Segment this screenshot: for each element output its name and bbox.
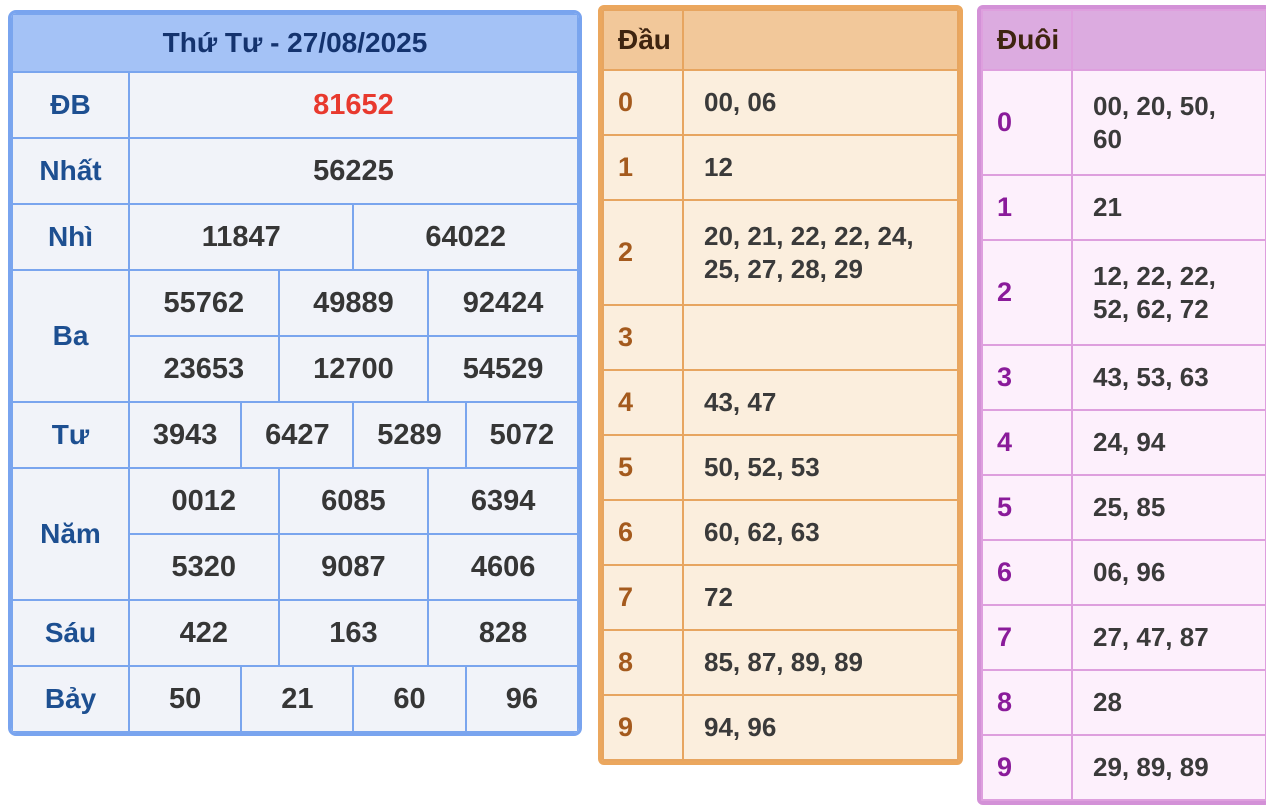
prize-value: 56225 (128, 137, 579, 205)
duoi-values: 25, 85 (1071, 474, 1266, 541)
results-table: Thứ Tư - 27/08/2025 ĐB 81652 Nhất 56225 Nhì 1… (11, 13, 579, 733)
prize-label: Bảy (11, 665, 130, 733)
prize-value: 12700 (277, 335, 430, 403)
prize-label: Tư (11, 401, 130, 469)
dau-values: 00, 06 (682, 69, 959, 136)
duoi-values: 21 (1071, 174, 1266, 241)
prize-value: 5289 (352, 401, 467, 469)
dau-values: 85, 87, 89, 89 (682, 629, 959, 696)
dau-digit: 7 (602, 564, 684, 631)
prize-value: 92424 (427, 269, 579, 337)
dau-values: 20, 21, 22, 22, 24, 25, 27, 28, 29 (682, 199, 959, 306)
prize-value: 11847 (127, 203, 355, 271)
prize-value: 3943 (127, 401, 243, 469)
prize-value: 60 (352, 665, 467, 733)
duoi-digit: 9 (981, 734, 1073, 801)
dau-table: Đầu 0 00, 06 1 12 2 20, 21, 22, 22, 24, 25, 2… (602, 9, 959, 761)
dau-digit: 5 (602, 434, 684, 501)
dau-digit: 6 (602, 499, 684, 566)
prize-label: Sáu (11, 599, 130, 667)
results-table-panel: Thứ Tư - 27/08/2025 ĐB 81652 Nhất 56225 Nhì 1… (8, 10, 582, 736)
dau-values: 12 (682, 134, 959, 201)
dau-values: 72 (682, 564, 959, 631)
dau-digit: 1 (602, 134, 684, 201)
dau-values (682, 304, 959, 371)
prize-value: 4606 (427, 533, 579, 601)
duoi-digit: 4 (981, 409, 1073, 476)
prize-value: 54529 (427, 335, 579, 403)
prize-value: 6394 (427, 467, 579, 535)
prize-value: 55762 (128, 269, 280, 337)
prize-value: 21 (240, 665, 355, 733)
prize-label: Ba (11, 269, 130, 403)
duoi-values: 43, 53, 63 (1071, 344, 1266, 411)
dau-digit: 4 (602, 369, 684, 436)
prize-value: 23653 (128, 335, 280, 403)
dau-values: 94, 96 (682, 694, 959, 761)
duoi-digit: 7 (981, 604, 1073, 671)
duoi-digit: 8 (981, 669, 1073, 736)
dau-header-spacer (682, 9, 959, 71)
prize-value: 5320 (128, 533, 280, 601)
dau-digit: 3 (602, 304, 684, 371)
prize-value: 9087 (277, 533, 430, 601)
duoi-header-label: Đuôi (981, 9, 1073, 71)
duoi-digit: 2 (981, 239, 1073, 346)
duoi-values: 28 (1071, 669, 1266, 736)
duoi-values: 00, 20, 50, 60 (1071, 69, 1266, 176)
prize-value: 6085 (277, 467, 430, 535)
prize-value: 50 (127, 665, 243, 733)
prize-value: 163 (277, 599, 430, 667)
dau-digit: 8 (602, 629, 684, 696)
dau-values: 60, 62, 63 (682, 499, 959, 566)
prize-label: Nhì (11, 203, 130, 271)
duoi-digit: 1 (981, 174, 1073, 241)
dau-header-label: Đầu (602, 9, 684, 71)
dau-digit: 2 (602, 199, 684, 306)
duoi-values: 29, 89, 89 (1071, 734, 1266, 801)
dau-digit: 0 (602, 69, 684, 136)
prize-value: 5072 (464, 401, 579, 469)
dau-values: 50, 52, 53 (682, 434, 959, 501)
prize-value: 828 (427, 599, 579, 667)
duoi-values: 24, 94 (1071, 409, 1266, 476)
duoi-digit: 6 (981, 539, 1073, 606)
special-prize-value: 81652 (128, 71, 579, 139)
dau-digit: 9 (602, 694, 684, 761)
duoi-digit: 0 (981, 69, 1073, 176)
duoi-values: 12, 22, 22, 52, 62, 72 (1071, 239, 1266, 346)
results-title: Thứ Tư - 27/08/2025 (11, 13, 579, 73)
duoi-header-spacer (1071, 9, 1266, 71)
prize-label: Nhất (11, 137, 130, 205)
dau-table-panel: Đầu 0 00, 06 1 12 2 20, 21, 22, 22, 24, 25, 2… (598, 5, 963, 765)
duoi-values: 06, 96 (1071, 539, 1266, 606)
prize-label: ĐB (11, 71, 130, 139)
prize-value: 6427 (240, 401, 355, 469)
prize-value: 96 (464, 665, 579, 733)
duoi-values: 27, 47, 87 (1071, 604, 1266, 671)
duoi-digit: 5 (981, 474, 1073, 541)
duoi-table-panel: Đuôi 0 00, 20, 50, 60 1 21 2 12, 22, 22, 52, … (977, 5, 1266, 805)
duoi-digit: 3 (981, 344, 1073, 411)
prize-value: 64022 (352, 203, 579, 271)
dau-values: 43, 47 (682, 369, 959, 436)
prize-value: 0012 (128, 467, 280, 535)
duoi-table: Đuôi 0 00, 20, 50, 60 1 21 2 12, 22, 22, 52, … (981, 9, 1266, 801)
prize-value: 49889 (277, 269, 430, 337)
prize-value: 422 (128, 599, 280, 667)
prize-label: Năm (11, 467, 130, 601)
